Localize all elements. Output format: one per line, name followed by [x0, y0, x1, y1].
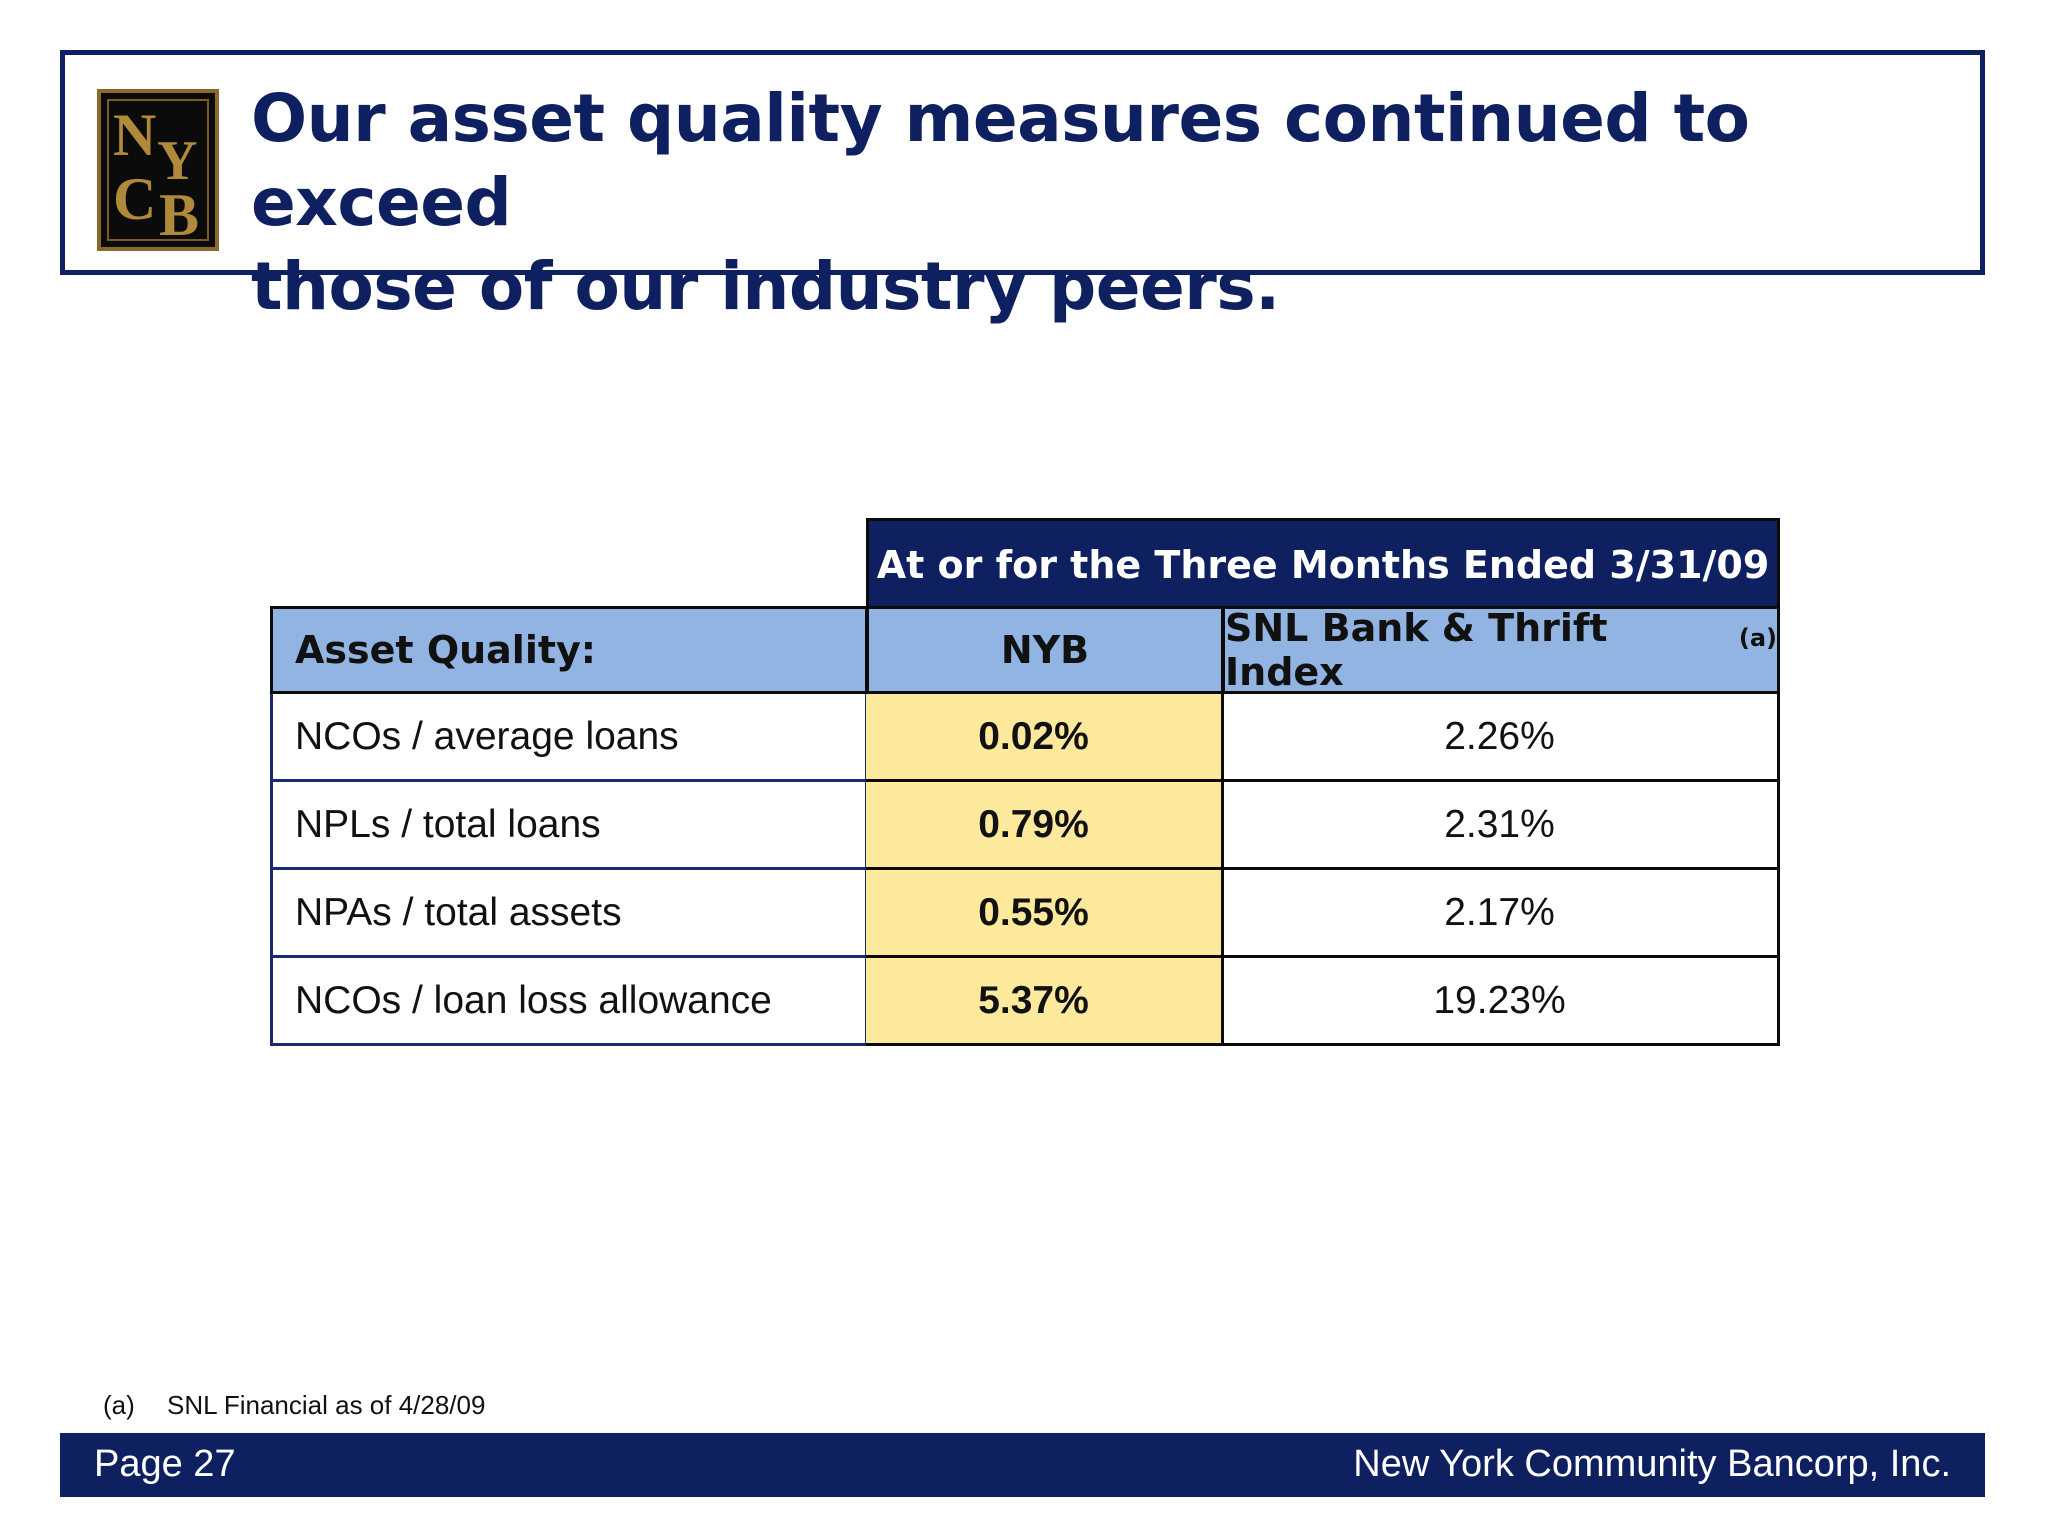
row-label: NCOs / average loans [270, 694, 868, 782]
column-header-label: Asset Quality: [270, 606, 868, 694]
snl-value: 19.23% [1222, 958, 1780, 1046]
footnote: (a) SNL Financial as of 4/28/09 [103, 1390, 485, 1421]
footnote-text: SNL Financial as of 4/28/09 [167, 1390, 486, 1420]
snl-value: 2.31% [1222, 782, 1780, 870]
table-row: NCOs / loan loss allowance 5.37% 19.23% [270, 958, 1780, 1046]
footnote-reference: (a) [1738, 624, 1777, 652]
logo-letter-y: Y [157, 130, 198, 192]
logo-letter-c: C [113, 166, 157, 232]
logo-letter-b: B [159, 182, 200, 248]
table-header-row: Asset Quality: NYB SNL Bank & Thrift Ind… [270, 606, 1780, 694]
footer-bar: Page 27 New York Community Bancorp, Inc. [60, 1433, 1985, 1497]
footnote-mark: (a) [103, 1390, 135, 1420]
nyb-value: 0.02% [866, 694, 1224, 782]
table-row: NPLs / total loans 0.79% 2.31% [270, 782, 1780, 870]
logo-letter-n: N [113, 102, 157, 168]
slide-title-line-2: those of our industry peers. [251, 248, 1280, 325]
column-header-snl: SNL Bank & Thrift Index (a) [1222, 606, 1780, 694]
period-header: At or for the Three Months Ended 3/31/09 [866, 518, 1780, 608]
nyb-value: 0.79% [866, 782, 1224, 870]
nyb-value: 0.55% [866, 870, 1224, 958]
title-box: N Y C B Our asset quality measures conti… [60, 50, 1985, 325]
table-row: NPAs / total assets 0.55% 2.17% [270, 870, 1780, 958]
row-label: NPLs / total loans [270, 782, 868, 870]
snl-value: 2.17% [1222, 870, 1780, 958]
slide-title-line-1: Our asset quality measures continued to … [251, 80, 1750, 241]
row-label: NPAs / total assets [270, 870, 868, 958]
nycb-logo: N Y C B [97, 89, 219, 251]
slide-title: Our asset quality measures continued to … [251, 77, 1951, 329]
page-number: Page 27 [94, 1443, 236, 1485]
column-header-nyb: NYB [866, 606, 1224, 694]
table-row: NCOs / average loans 0.02% 2.26% [270, 694, 1780, 782]
snl-value: 2.26% [1222, 694, 1780, 782]
row-label: NCOs / loan loss allowance [270, 958, 868, 1046]
company-name: New York Community Bancorp, Inc. [1353, 1443, 1951, 1485]
nyb-value: 5.37% [866, 958, 1224, 1046]
